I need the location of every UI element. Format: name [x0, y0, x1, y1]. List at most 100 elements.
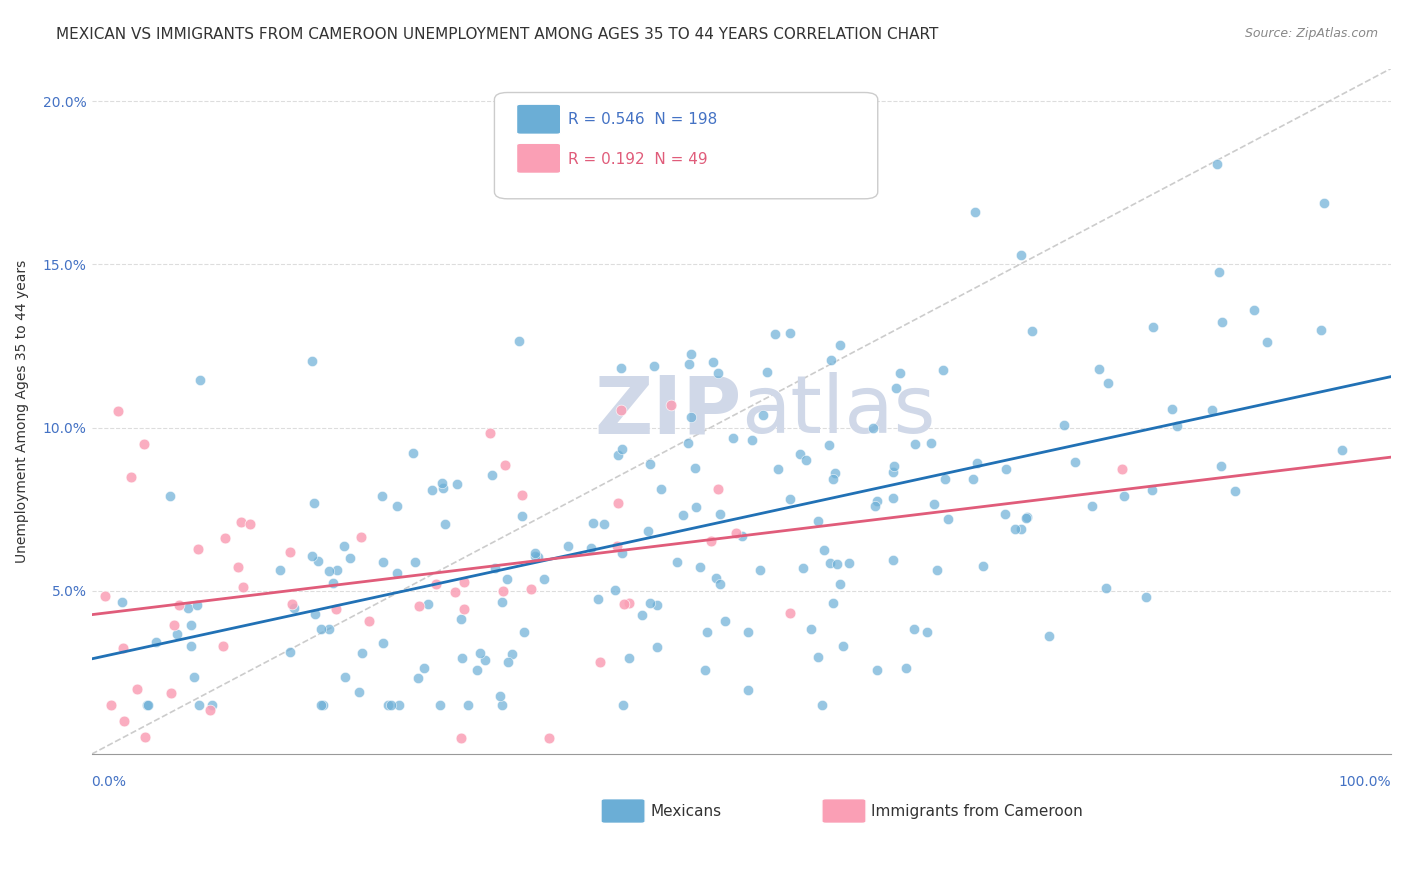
Point	[666, 555, 689, 569]
Point	[307, 554, 329, 568]
Point	[304, 607, 326, 621]
Point	[278, 545, 301, 559]
Point	[1166, 419, 1188, 434]
Text: Immigrants from Cameroon: Immigrants from Cameroon	[872, 804, 1083, 819]
Y-axis label: Unemployment Among Ages 35 to 44 years: Unemployment Among Ages 35 to 44 years	[15, 260, 30, 563]
Point	[1097, 376, 1119, 390]
Point	[385, 499, 408, 513]
Point	[309, 698, 332, 713]
Point	[1112, 489, 1135, 503]
Point	[920, 435, 942, 450]
Point	[865, 499, 887, 513]
Text: 0.0%: 0.0%	[91, 774, 127, 789]
Point	[350, 530, 373, 544]
Point	[779, 326, 801, 341]
Point	[896, 660, 918, 674]
Point	[610, 402, 633, 417]
Point	[188, 372, 211, 386]
Point	[100, 698, 122, 713]
Point	[709, 577, 731, 591]
Point	[1211, 315, 1233, 329]
Point	[492, 583, 515, 598]
Point	[723, 431, 745, 445]
Point	[404, 555, 426, 569]
Point	[301, 549, 323, 564]
Point	[828, 338, 851, 352]
Point	[807, 650, 830, 665]
Point	[838, 556, 860, 570]
Point	[318, 564, 340, 578]
Point	[1310, 322, 1333, 336]
Point	[333, 670, 356, 684]
Point	[789, 446, 811, 460]
Point	[491, 698, 513, 713]
FancyBboxPatch shape	[495, 93, 877, 199]
Point	[1161, 402, 1184, 417]
Point	[821, 472, 844, 486]
Point	[862, 421, 884, 435]
Point	[612, 546, 634, 560]
Point	[679, 347, 702, 361]
Point	[828, 577, 851, 591]
Point	[707, 366, 730, 380]
Point	[443, 585, 465, 599]
Point	[731, 529, 754, 543]
Point	[1208, 265, 1230, 279]
Point	[496, 655, 519, 669]
Point	[903, 622, 925, 636]
Point	[1313, 195, 1336, 210]
Point	[1021, 324, 1043, 338]
Point	[1038, 629, 1060, 643]
Point	[388, 698, 411, 713]
Point	[1081, 500, 1104, 514]
Point	[1211, 459, 1233, 474]
Point	[714, 615, 737, 629]
Point	[470, 646, 492, 660]
Point	[1256, 334, 1278, 349]
Point	[432, 481, 454, 495]
Point	[451, 651, 474, 665]
Point	[429, 698, 451, 713]
Point	[936, 512, 959, 526]
Point	[1088, 362, 1111, 376]
Point	[450, 731, 472, 745]
Point	[523, 549, 546, 563]
Point	[889, 366, 911, 380]
Point	[678, 357, 700, 371]
Point	[619, 651, 641, 665]
Point	[685, 461, 707, 475]
Point	[645, 598, 668, 612]
Point	[239, 516, 262, 531]
Point	[357, 614, 380, 628]
Point	[818, 556, 841, 570]
Point	[309, 622, 332, 636]
Point	[962, 472, 984, 486]
Text: Mexicans: Mexicans	[651, 804, 721, 819]
Point	[301, 354, 323, 368]
Point	[965, 205, 987, 219]
Point	[831, 639, 853, 653]
Text: R = 0.192  N = 49: R = 0.192 N = 49	[568, 152, 709, 167]
Point	[752, 408, 775, 422]
Point	[825, 558, 848, 572]
Point	[166, 627, 188, 641]
Point	[283, 601, 305, 615]
Point	[1010, 522, 1032, 536]
Point	[1205, 157, 1227, 171]
Point	[187, 698, 209, 713]
Point	[446, 477, 468, 491]
Point	[1094, 581, 1116, 595]
Point	[609, 361, 631, 376]
Point	[811, 698, 834, 713]
Point	[159, 686, 181, 700]
Point	[512, 625, 534, 640]
Point	[972, 559, 994, 574]
Point	[145, 635, 167, 649]
Point	[755, 365, 778, 379]
Point	[432, 475, 454, 490]
Point	[533, 572, 555, 586]
Point	[741, 433, 763, 447]
Point	[606, 448, 628, 462]
FancyBboxPatch shape	[823, 798, 866, 823]
Point	[278, 644, 301, 658]
